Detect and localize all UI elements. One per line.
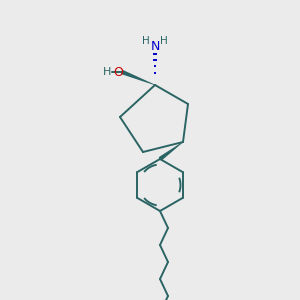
Text: H: H bbox=[103, 67, 111, 77]
Text: H: H bbox=[160, 36, 168, 46]
Text: H: H bbox=[142, 36, 150, 46]
Polygon shape bbox=[121, 70, 155, 85]
Text: N: N bbox=[150, 40, 160, 53]
Polygon shape bbox=[159, 142, 183, 161]
Text: O: O bbox=[113, 65, 123, 79]
